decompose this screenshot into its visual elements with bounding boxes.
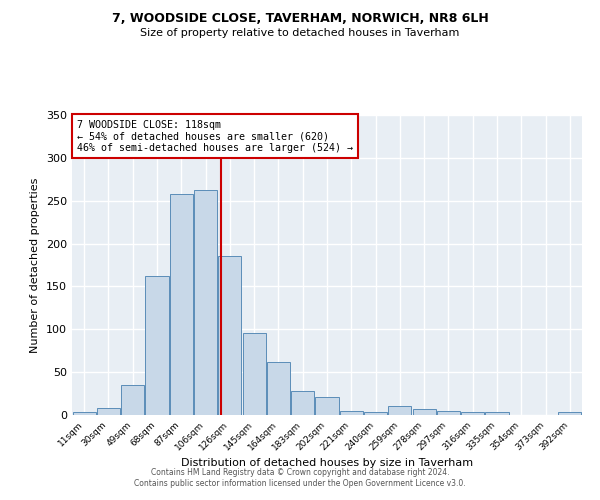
Bar (388, 406, 412, 415)
Bar (267, 362, 290, 415)
Bar (97, 408, 120, 415)
Bar (170, 194, 193, 415)
Bar (461, 412, 484, 415)
X-axis label: Distribution of detached houses by size in Taverham: Distribution of detached houses by size … (181, 458, 473, 468)
Bar (559, 412, 581, 415)
Bar (73, 412, 95, 415)
Bar (316, 397, 338, 415)
Bar (218, 256, 241, 415)
Bar (364, 412, 387, 415)
Bar (145, 276, 169, 415)
Bar (485, 412, 509, 415)
Bar (413, 409, 436, 415)
Bar (194, 190, 217, 415)
Bar (242, 332, 266, 415)
Bar (340, 410, 363, 415)
Y-axis label: Number of detached properties: Number of detached properties (31, 178, 40, 352)
Bar (437, 410, 460, 415)
Text: 7, WOODSIDE CLOSE, TAVERHAM, NORWICH, NR8 6LH: 7, WOODSIDE CLOSE, TAVERHAM, NORWICH, NR… (112, 12, 488, 26)
Text: Size of property relative to detached houses in Taverham: Size of property relative to detached ho… (140, 28, 460, 38)
Text: 7 WOODSIDE CLOSE: 118sqm
← 54% of detached houses are smaller (620)
46% of semi-: 7 WOODSIDE CLOSE: 118sqm ← 54% of detach… (77, 120, 353, 152)
Bar (121, 385, 144, 415)
Text: Contains HM Land Registry data © Crown copyright and database right 2024.
Contai: Contains HM Land Registry data © Crown c… (134, 468, 466, 487)
Bar (291, 391, 314, 415)
